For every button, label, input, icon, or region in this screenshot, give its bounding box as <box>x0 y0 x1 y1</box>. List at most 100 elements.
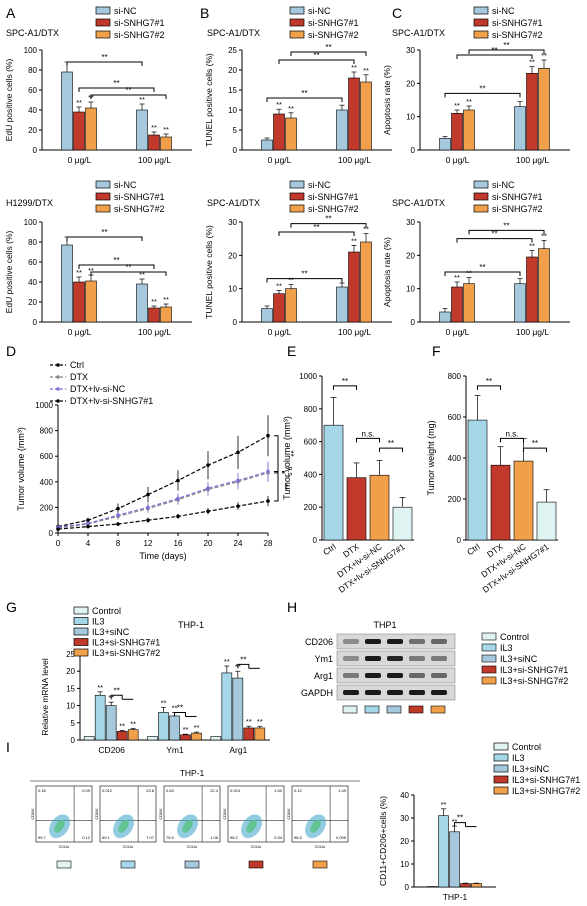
significance-label: ** <box>454 101 460 110</box>
significance-label: ** <box>276 281 282 290</box>
y-axis-label: Tumor volume (mm³) <box>282 416 292 500</box>
y-tick-label: 800 <box>40 427 54 436</box>
significance-label: ** <box>119 721 125 730</box>
significance-label: ** <box>139 270 145 279</box>
y-tick-label: 20 <box>400 837 409 846</box>
legend-label: IL3+si-SNHG7#2 <box>512 786 580 796</box>
significance-bracket <box>66 236 143 241</box>
legend-marker <box>56 399 60 403</box>
y-tick-label: 1000 <box>299 372 317 381</box>
blot-band <box>343 656 359 661</box>
y-axis-label: Tumor weight (mg) <box>426 420 436 495</box>
chart-title: SPC-A1/DTX <box>392 28 445 38</box>
data-point <box>236 504 240 508</box>
quadrant-value: 98.3 <box>294 835 303 840</box>
bar <box>85 280 97 323</box>
legend-chart_data.3.series: si-NC si-SNHG7#1 si-SNHG7#2 <box>289 180 359 214</box>
bar <box>232 677 244 741</box>
bar <box>158 712 169 741</box>
legend-swatch <box>493 742 509 751</box>
significance-label: ** <box>342 377 348 386</box>
flow-y-label: CD206 <box>159 809 163 820</box>
y-tick-label: 600 <box>304 438 318 447</box>
significance-label: ** <box>257 717 263 726</box>
y-tick-label: 100 <box>24 218 38 227</box>
flow-plot: 0.18 0.09 99.7 0.12 CD11b CD206 <box>31 785 93 869</box>
legend-marker <box>56 375 60 379</box>
significance-label: ** <box>466 269 472 278</box>
flow-x-label: CD11b <box>187 845 198 849</box>
significance-label: ** <box>479 263 485 272</box>
x-tick-label: Ctrl <box>321 541 338 557</box>
bar <box>261 139 273 151</box>
significance-bracket <box>237 663 250 669</box>
bar <box>336 109 348 151</box>
significance-bracket <box>456 54 533 59</box>
quadrant-value: 1.50 <box>274 788 283 793</box>
legend-marker <box>56 363 60 367</box>
legend-swatch <box>473 192 489 201</box>
bar <box>94 694 106 741</box>
bar <box>346 477 367 541</box>
y-tick-label: 10 <box>66 702 75 711</box>
lane-key <box>364 705 380 714</box>
y-tick-label: 0 <box>313 536 318 545</box>
y-tick-label: 0 <box>405 883 410 892</box>
significance-label: ** <box>113 79 119 88</box>
significance-label: ** <box>313 51 319 60</box>
y-tick-label: 40 <box>400 791 409 800</box>
bar <box>105 705 117 741</box>
blot-row-label: Arg1 <box>314 671 333 681</box>
quadrant-value: 22.4 <box>210 788 219 793</box>
lane-key <box>248 860 264 869</box>
legend-swatch <box>289 180 305 189</box>
x-tick-label: 20 <box>204 539 213 548</box>
y-tick-label: 0 <box>457 536 462 545</box>
quadrant-value: 0.024 <box>230 788 241 793</box>
data-point <box>266 499 270 503</box>
bar <box>116 731 128 741</box>
legend-chart_data.10.series: ControlIL3IL3+siNCIL3+si-SNHG7#1IL3+si-S… <box>493 742 580 796</box>
bar <box>348 251 360 323</box>
bar <box>451 286 463 323</box>
blot-band <box>409 673 425 678</box>
data-point <box>236 478 240 483</box>
y-tick-label: 25 <box>228 46 237 55</box>
blot-band <box>409 656 425 661</box>
legend-swatch <box>289 30 305 39</box>
legend-label: IL3 <box>92 617 105 627</box>
y-tick-label: 25 <box>66 650 75 659</box>
significance-label: ** <box>441 800 447 809</box>
x-tick-label: 100 μg/L <box>338 155 372 165</box>
legend-label: IL3 <box>512 753 525 763</box>
y-tick-label: 30 <box>406 218 415 227</box>
data-point <box>116 513 120 517</box>
x-tick-label: 100 μg/L <box>138 155 172 165</box>
x-tick-label: 0 μg/L <box>68 155 92 165</box>
quadrant-value: 75.9 <box>166 835 175 840</box>
legend-swatch <box>481 643 497 652</box>
significance-bracket <box>379 447 403 453</box>
blot-band <box>387 690 403 695</box>
legend-swatch <box>95 192 111 201</box>
quadrant-value: 0.12 <box>82 835 91 840</box>
y-tick-label: 0 <box>411 146 416 155</box>
y-tick-label: 80 <box>28 66 37 75</box>
significance-bracket <box>110 694 123 700</box>
panel-label-e: E <box>287 343 296 359</box>
legend-swatch <box>73 617 89 625</box>
significance-label: ** <box>101 53 107 62</box>
significance-label: ** <box>113 256 119 265</box>
y-axis-label: TUNEL positive cells (%) <box>204 225 214 319</box>
significance-bracket <box>278 231 355 236</box>
y-tick-label: 80 <box>28 238 37 247</box>
significance-bracket <box>174 711 186 717</box>
quadrant-value: 1.06 <box>210 835 219 840</box>
x-tick-label: 24 <box>234 539 243 548</box>
data-point <box>86 524 90 529</box>
western-blot: THP1CD206Ym1Arg1GAPDHControlIL3IL3+siNCI… <box>301 620 568 714</box>
legend-label: Ctrl <box>70 360 84 370</box>
legend-label: si-SNHG7#1 <box>114 192 165 202</box>
bar <box>273 113 285 151</box>
x-tick-label: Ctrl <box>465 541 482 557</box>
